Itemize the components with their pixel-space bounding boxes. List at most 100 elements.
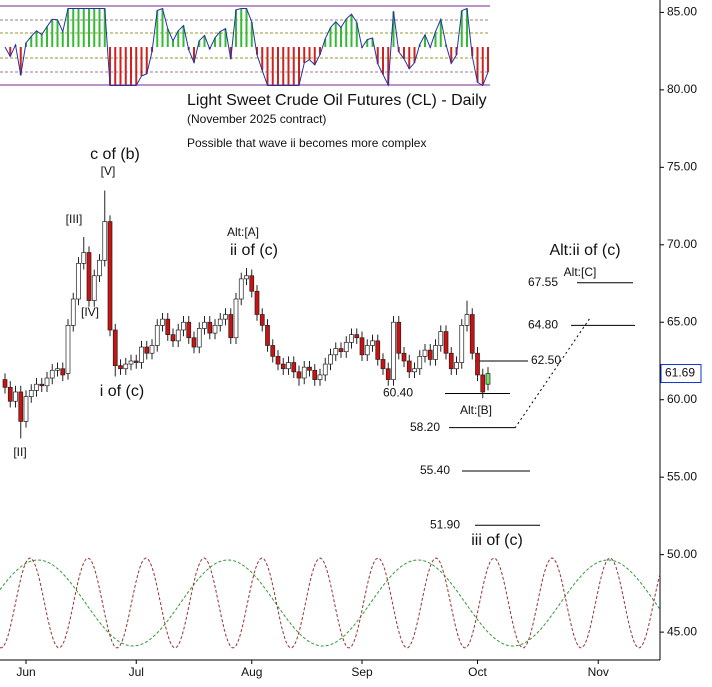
candle-body [275,355,281,365]
candle-body [44,377,50,387]
candle-body [207,321,213,334]
candle-body [396,321,402,354]
candle-body [2,379,8,388]
wave-label: c of (b) [90,146,140,163]
candle-body [375,340,381,360]
candle-body [238,278,244,300]
y-tick-label: 80.00 [667,82,697,96]
candle-body [448,352,454,370]
candle-body [480,374,486,393]
candle-body [28,390,34,397]
level-label: 55.40 [420,463,450,477]
wave-label: ii of (c) [230,242,278,259]
wave-label: [V] [101,164,116,178]
candle-body [223,314,228,320]
x-tick-label: Nov [588,665,609,679]
candle-body [97,259,102,277]
candle-body [228,314,234,339]
candle-body [76,263,81,300]
candle-body [233,298,239,339]
candle-body [13,391,18,402]
candle-body [459,325,465,363]
candle-body [55,368,60,371]
candle-body [249,275,255,292]
candle-body [123,363,129,370]
level-label: 64.80 [528,318,558,332]
candle-body [385,368,391,380]
x-tick-label: Jul [129,665,144,679]
last-price-label: 61.69 [665,366,695,380]
candle-body [254,290,260,315]
candle-body [212,325,218,334]
candle-body [133,360,139,363]
candle-body [317,374,323,380]
candle-body [23,396,29,422]
candle-body [307,366,312,371]
candle-body [343,342,349,353]
candle-body [438,331,444,346]
candle-body [328,354,333,365]
candle-body [312,369,318,380]
level-label: 67.55 [528,275,558,289]
candle-body [464,314,470,326]
candle-body [401,352,407,362]
candle-body [370,340,375,346]
y-tick-label: 60.00 [667,392,697,406]
candle-body [475,352,480,376]
level-label: 58.20 [410,420,440,434]
wave-label: Alt:[C] [564,265,597,279]
candle-body [128,360,134,365]
y-tick-label: 45.00 [667,624,697,638]
candle-body [144,346,150,354]
x-tick-label: Jun [16,665,35,679]
wave-label: i of (c) [100,383,144,400]
candle-body [175,329,181,342]
chart-title: Light Sweet Crude Oil Futures (CL) - Dai… [187,92,487,109]
wave-label: Alt:ii of (c) [549,242,620,259]
candle-body [149,345,155,354]
chart-note: Possible that wave ii becomes more compl… [187,136,426,150]
candle-body [107,221,113,331]
candle-body [380,359,386,370]
candle-body [427,349,433,360]
candle-body [81,252,87,264]
candle-body [359,337,365,356]
last-price-tag [660,364,702,384]
candle-body [286,362,291,370]
candle-body [160,318,165,326]
candle-body [354,334,360,339]
candle-body [49,369,55,379]
candle-body [196,328,202,348]
candle-body [364,345,370,356]
level-label: 51.90 [430,517,460,531]
candle-body [265,325,270,346]
candle-body [181,321,186,331]
candle-body [18,391,24,422]
candle-body [112,329,118,366]
candle-body [406,360,412,373]
candle-body [217,318,223,326]
candle-body [165,318,171,335]
y-tick-label: 55.00 [667,469,697,483]
candle-body [191,337,197,348]
candle-body [186,321,192,339]
oscillator-line [4,7,489,87]
candle-body [333,348,339,356]
wave-label: [II] [13,445,26,459]
candle-body [412,368,417,373]
y-tick-label: 75.00 [667,159,697,173]
candle-body [118,365,123,370]
cycle-line [0,557,661,649]
level-label: 60.40 [383,386,413,400]
candle-body [443,331,449,354]
candle-body [422,349,428,357]
candle-body [34,383,39,391]
wave-label: iii of (c) [471,532,523,549]
wave-label: Alt:[A] [227,225,259,239]
candle-body [338,348,344,353]
candle-body [70,298,76,326]
candle-body [485,373,491,385]
wave-label: [III] [66,212,83,226]
candle-body [244,275,249,280]
